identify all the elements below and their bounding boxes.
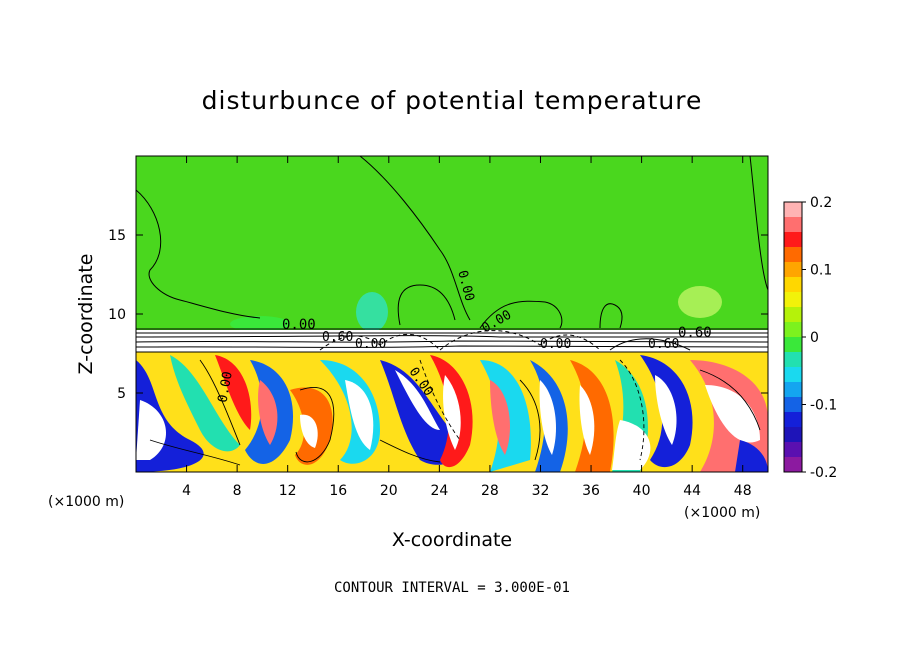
- x-tick-label: 12: [279, 483, 297, 499]
- x-tick-label: 32: [532, 483, 550, 499]
- upper-contours: [136, 156, 768, 329]
- x-tick-label: 48: [734, 483, 752, 499]
- field-patch: [443, 375, 461, 450]
- contour-interval-note: CONTOUR INTERVAL = 3.000E-01: [334, 580, 570, 596]
- colorbar-swatch: [784, 352, 802, 368]
- colorbar-tick-label: 0.1: [810, 263, 832, 279]
- z-axis: 5 10 15: [108, 228, 768, 402]
- contour-label: 0.00: [355, 337, 386, 352]
- colorbar-swatch: [784, 232, 802, 248]
- field-patch: [300, 414, 318, 448]
- inversion-contours: [136, 328, 768, 353]
- x-tick-label: 24: [430, 483, 448, 499]
- z-axis-title: Z-coordinate: [75, 254, 97, 375]
- colorbar-swatch: [784, 322, 802, 338]
- colorbar-tick-label: -0.2: [810, 465, 837, 481]
- colorbar-swatch: [784, 247, 802, 263]
- field-patch: [356, 292, 388, 332]
- contour-label: 0.60: [678, 325, 712, 341]
- contour-label: 0.60: [648, 337, 679, 352]
- field-patch: [678, 286, 722, 318]
- z-tick-label: 10: [108, 307, 126, 323]
- plot-area: [135, 155, 769, 473]
- colorbar-swatch: [784, 412, 802, 428]
- colorbar-tick-label: 0: [810, 330, 819, 346]
- field-patch: [655, 375, 677, 445]
- colorbar-swatch: [784, 427, 802, 443]
- field-patch: [395, 370, 440, 430]
- field-patch: [705, 385, 760, 443]
- colorbar-swatch: [784, 382, 802, 398]
- x-tick-label: 40: [633, 483, 651, 499]
- colorbar-tick-label: -0.1: [810, 398, 837, 414]
- field-patch: [215, 355, 252, 430]
- colorbar-swatch: [784, 457, 802, 473]
- colorbar-swatch: [784, 307, 802, 323]
- field-patch: [230, 316, 290, 332]
- colorbar-swatch: [784, 292, 802, 308]
- x-tick-label: 4: [182, 483, 191, 499]
- colorbar-swatch: [784, 397, 802, 413]
- contour-label: 0.00: [282, 317, 316, 333]
- colorbar-swatch: [784, 337, 802, 353]
- field-patch: [136, 400, 167, 460]
- x-unit-left: (×1000 m): [48, 494, 124, 510]
- turbulent-field: [136, 355, 768, 472]
- colorbar-swatch: [784, 277, 802, 293]
- colorbar-tick-label: 0.2: [810, 195, 832, 211]
- colorbar-swatch: [784, 442, 802, 458]
- x-tick-label: 36: [582, 483, 600, 499]
- field-patch: [170, 355, 240, 452]
- field-patch: [539, 380, 556, 455]
- colorbar-swatch: [784, 262, 802, 278]
- field-patch: [345, 380, 374, 450]
- field-patch: [612, 420, 651, 470]
- field-patch: [579, 385, 595, 455]
- x-tick-label: 28: [481, 483, 499, 499]
- x-unit-right: (×1000 m): [684, 505, 760, 521]
- x-tick-label: 20: [380, 483, 398, 499]
- plot-background-upper: [136, 156, 768, 330]
- field-patch: [490, 380, 510, 455]
- chart-title: disturbunce of potential temperature: [201, 86, 703, 115]
- z-tick-label: 15: [108, 228, 126, 244]
- field-patch: [258, 380, 278, 445]
- contour-label: 0.00: [216, 370, 236, 403]
- colorbar-swatch: [784, 217, 802, 233]
- field-patch: [735, 440, 768, 472]
- x-tick-label: 8: [233, 483, 242, 499]
- x-axis: 4 8 12 16 20 24 28 32 36 40 44 48: [182, 156, 752, 499]
- x-tick-label: 44: [683, 483, 701, 499]
- x-axis-title: X-coordinate: [392, 529, 512, 551]
- field-layer: [136, 156, 768, 472]
- colorbar-swatch: [784, 202, 802, 218]
- z-tick-label: 5: [117, 386, 126, 402]
- colorbar-swatch: [784, 367, 802, 383]
- contour-label: 0.60: [322, 330, 353, 345]
- x-tick-label: 16: [329, 483, 347, 499]
- colorbar: 0.2 0.1 0 -0.1 -0.2: [783, 195, 837, 481]
- lower-contours: [149, 359, 761, 466]
- contour-label: 0.00: [540, 337, 571, 352]
